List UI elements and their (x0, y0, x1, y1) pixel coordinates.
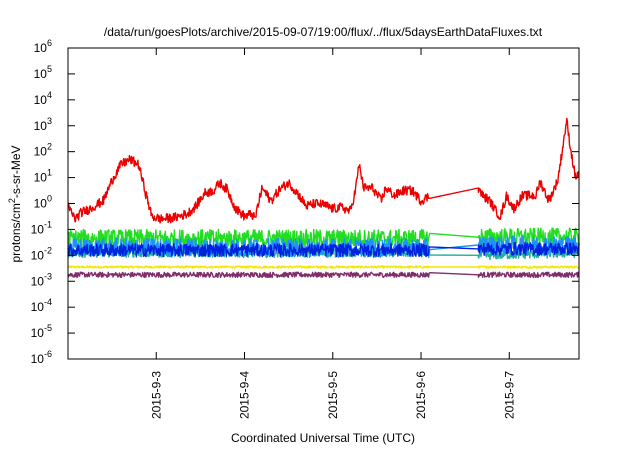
y-tick-base: 10 (31, 352, 45, 366)
axes-layer: 10-610-510-410-310-210-11001011021031041… (31, 38, 579, 419)
y-tick-label: 103 (34, 116, 52, 133)
y-tick-base: 10 (31, 222, 45, 236)
y-tick-exponent: -1 (44, 219, 52, 229)
y-tick-label: 101 (34, 168, 52, 185)
chart-title: /data/run/goesPlots/archive/2015-09-07/1… (104, 25, 543, 39)
y-tick-base: 10 (34, 41, 48, 55)
y-tick-exponent: 4 (47, 90, 52, 100)
x-tick-label: 2015-9-5 (326, 371, 340, 419)
y-tick-exponent: 6 (47, 38, 52, 48)
x-tick-label: 2015-9-6 (414, 371, 428, 419)
y-tick-exponent: -5 (44, 323, 52, 333)
y-tick-base: 10 (34, 67, 48, 81)
y-tick-exponent: 5 (47, 64, 52, 74)
x-tick-label: 2015-9-3 (149, 371, 163, 419)
y-tick-exponent: 2 (47, 142, 52, 152)
y-tick-label: 10-4 (31, 297, 52, 314)
y-tick-label: 104 (34, 90, 52, 107)
y-tick-label: 100 (34, 194, 52, 211)
y-tick-exponent: 3 (47, 116, 52, 126)
series-line (67, 117, 580, 224)
series-layer (67, 117, 580, 279)
y-tick-exponent: -3 (44, 271, 52, 281)
y-axis-label: protons/cm2-s-sr-MeV (7, 145, 23, 262)
series-line (67, 271, 580, 279)
y-tick-base: 10 (34, 171, 48, 185)
y-tick-base: 10 (34, 93, 48, 107)
y-tick-exponent: 0 (47, 194, 52, 204)
y-tick-base: 10 (31, 300, 45, 314)
y-tick-label: 10-3 (31, 271, 52, 288)
y-tick-exponent: -6 (44, 349, 52, 359)
y-tick-exponent: -4 (44, 297, 52, 307)
x-tick-label: 2015-9-7 (502, 371, 516, 419)
series-line (67, 241, 580, 258)
x-tick-label: 2015-9-4 (238, 371, 252, 419)
y-tick-base: 10 (31, 274, 45, 288)
y-tick-base: 10 (34, 119, 48, 133)
y-tick-exponent: 1 (47, 168, 52, 178)
y-tick-label: 102 (34, 142, 52, 159)
y-tick-base: 10 (34, 197, 48, 211)
y-tick-label: 106 (34, 38, 52, 55)
series-line (67, 265, 580, 269)
y-tick-exponent: -2 (44, 245, 52, 255)
y-tick-base: 10 (31, 248, 45, 262)
y-tick-base: 10 (31, 326, 45, 340)
y-tick-label: 10-6 (31, 349, 52, 366)
x-axis-label: Coordinated Universal Time (UTC) (231, 431, 415, 445)
y-tick-label: 105 (34, 64, 52, 81)
y-tick-label: 10-5 (31, 323, 52, 340)
y-tick-label: 10-2 (31, 245, 52, 262)
y-tick-label: 10-1 (31, 219, 52, 236)
y-tick-base: 10 (34, 145, 48, 159)
